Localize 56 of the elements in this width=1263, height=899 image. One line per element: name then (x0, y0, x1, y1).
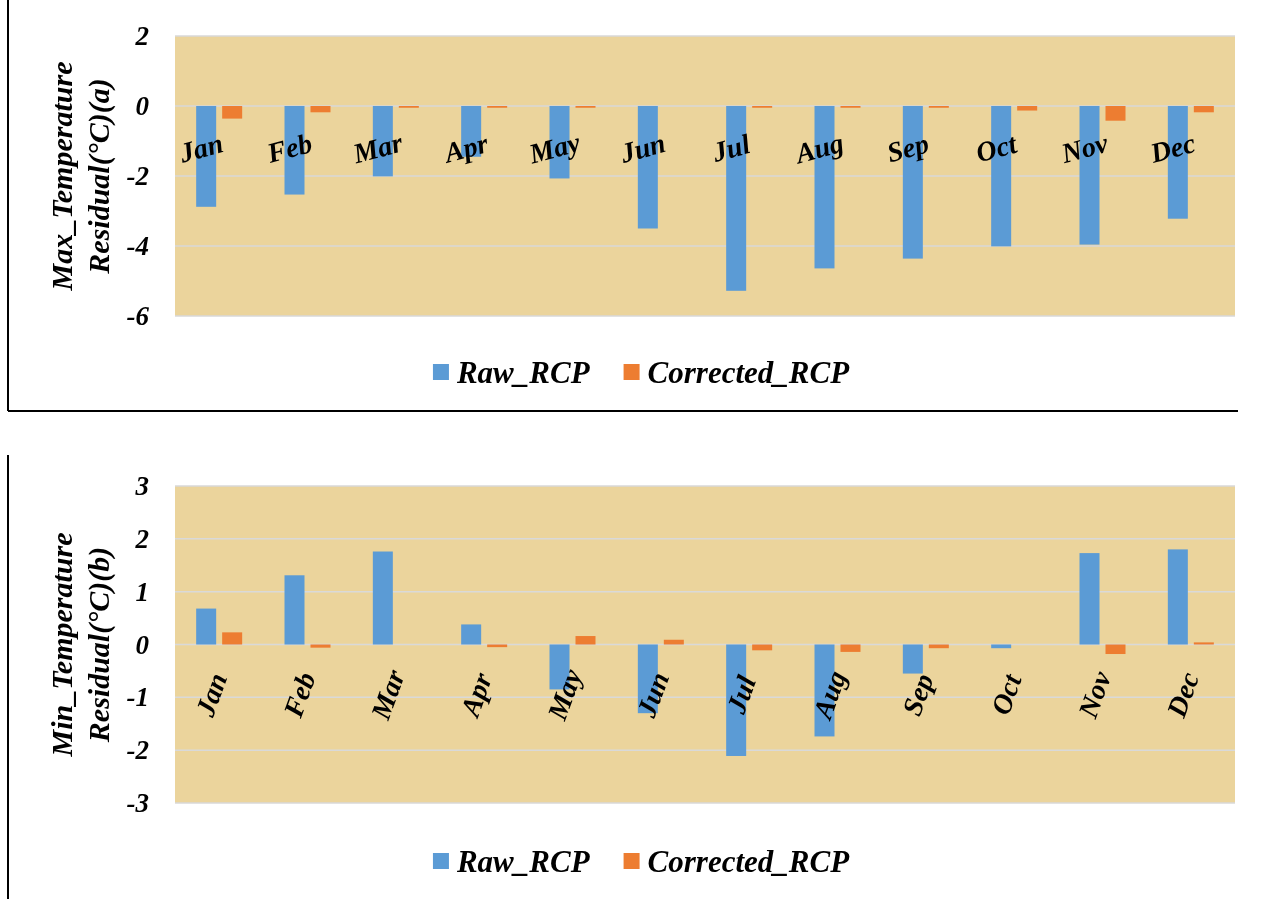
bar (310, 644, 331, 648)
bar (1193, 642, 1214, 645)
bar (663, 639, 684, 645)
x-tick-label: Jan (175, 127, 227, 169)
x-tick-label: Apr (439, 127, 493, 170)
y-tick-label: 1 (135, 576, 149, 607)
x-tick-label: Sep (883, 127, 933, 169)
legend-label: Raw_RCP (455, 843, 591, 879)
legend-label: Corrected_RCP (647, 843, 851, 879)
bar (372, 551, 393, 645)
x-tick-label: Feb (276, 668, 322, 722)
x-tick-label: Oct (972, 127, 1021, 169)
bar (284, 575, 305, 645)
y-tick-label: -4 (126, 231, 149, 261)
y-tick-label: -1 (126, 682, 149, 713)
bar (196, 608, 217, 645)
x-tick-label: Jan (188, 668, 234, 722)
x-tick-label: Feb (262, 127, 316, 170)
bar (902, 644, 923, 674)
bar (1167, 549, 1188, 645)
y-axis-title: Max_Temperature Residual(°C)(a) (45, 61, 116, 292)
bar (461, 624, 482, 645)
x-tick-label: Mar (364, 664, 412, 725)
y-tick-label: -2 (126, 735, 149, 766)
x-tick-label: May (540, 664, 589, 725)
y-tick-label: 2 (134, 523, 149, 554)
bar (222, 632, 243, 645)
x-tick-label: Aug (806, 666, 853, 725)
x-tick-label: Dec (1160, 667, 1206, 722)
x-tick-label: Dec (1146, 127, 1200, 170)
x-tick-label: Sep (896, 669, 940, 720)
y-tick-label: 2 (134, 21, 149, 51)
x-tick-label: Jun (616, 127, 669, 170)
y-tick-label: 3 (134, 471, 149, 501)
x-tick-label: Apr (453, 667, 499, 723)
x-tick-label: Jul (719, 671, 763, 719)
legend-label: Corrected_RCP (647, 354, 851, 390)
x-tick-label: Oct (984, 669, 1029, 719)
x-tick-label: Mar (348, 126, 407, 170)
y-axis-title: Min_Temperature Residual(°C)(b) (45, 532, 116, 758)
y-tick-label: 0 (135, 91, 150, 121)
bar (1079, 553, 1100, 645)
legend-label: Raw_RCP (455, 354, 591, 390)
y-tick-label: 0 (135, 629, 150, 660)
bar (1105, 644, 1126, 655)
x-tick-label: Jul (708, 128, 754, 169)
y-tick-label: -3 (126, 788, 149, 818)
bar (575, 636, 596, 645)
x-tick-label: Jun (630, 667, 676, 722)
y-tick-label: -6 (126, 301, 150, 331)
y-tick-label: -2 (126, 161, 149, 191)
x-tick-label: Nov (1071, 666, 1118, 723)
x-tick-label: Nov (1056, 126, 1112, 170)
bar (840, 644, 861, 652)
x-tick-label: Aug (790, 126, 847, 170)
x-tick-label: May (524, 126, 584, 170)
